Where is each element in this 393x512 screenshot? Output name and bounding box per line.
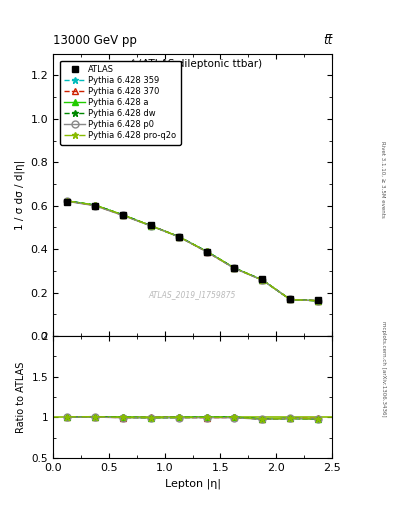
Text: mcplots.cern.ch [arXiv:1306.3436]: mcplots.cern.ch [arXiv:1306.3436]: [381, 321, 386, 416]
Text: Rivet 3.1.10, ≥ 3.5M events: Rivet 3.1.10, ≥ 3.5M events: [381, 141, 386, 218]
X-axis label: Lepton |η|: Lepton |η|: [165, 479, 220, 489]
Text: ηℓ (ATLAS dileptonic ttbar): ηℓ (ATLAS dileptonic ttbar): [123, 59, 262, 70]
Text: 13000 GeV pp: 13000 GeV pp: [53, 34, 137, 47]
Legend: ATLAS, Pythia 6.428 359, Pythia 6.428 370, Pythia 6.428 a, Pythia 6.428 dw, Pyth: ATLAS, Pythia 6.428 359, Pythia 6.428 37…: [60, 61, 181, 144]
Y-axis label: Ratio to ATLAS: Ratio to ATLAS: [16, 361, 26, 433]
Y-axis label: 1 / σ dσ / d|η|: 1 / σ dσ / d|η|: [15, 160, 25, 230]
Text: ATLAS_2019_I1759875: ATLAS_2019_I1759875: [149, 290, 236, 300]
Text: tt̅: tt̅: [323, 34, 332, 47]
